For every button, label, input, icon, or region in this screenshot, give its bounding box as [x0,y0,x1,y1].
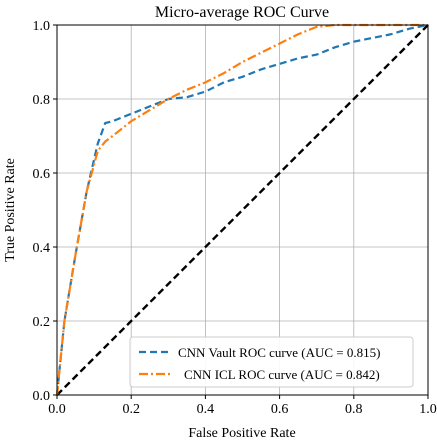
x-tick-label-2: 0.4 [197,402,215,417]
legend-label-cnn-icl: CNN ICL ROC curve (AUC = 0.842) [184,367,380,382]
y-tick-label-5: 1.0 [33,19,51,34]
y-tick-label-3: 0.6 [33,167,51,182]
series-lines [55,23,429,396]
chart-title: Micro-average ROC Curve [155,4,329,21]
legend: CNN Vault ROC curve (AUC = 0.815) CNN IC… [129,336,414,388]
x-tick-label-0: 0.0 [48,402,66,417]
legend-label-cnn-vault: CNN Vault ROC curve (AUC = 0.815) [178,345,380,360]
y-axis-title: True Positive Rate [3,158,18,262]
y-tick-label-2: 0.4 [33,241,51,256]
y-tick-label-0: 0.0 [33,389,51,404]
legend-box [129,336,414,388]
y-tick-label-4: 0.8 [33,93,51,108]
y-tick-label-1: 0.2 [33,315,51,330]
x-tick-label-4: 0.8 [345,402,363,417]
axis-ticks: 0.0 0.2 0.4 0.6 0.8 1.0 0.0 0.2 0.4 0.6 0.8 1.0 [33,19,437,417]
x-tick-label-3: 0.6 [271,402,289,417]
x-tick-label-5: 1.0 [419,402,437,417]
x-tick-label-1: 0.2 [122,402,140,417]
series-line-cnn-icl [55,23,428,396]
series-line-cnn-vault [55,23,429,396]
x-axis-title: False Positive Rate [188,426,295,440]
plot-frame [56,24,429,396]
